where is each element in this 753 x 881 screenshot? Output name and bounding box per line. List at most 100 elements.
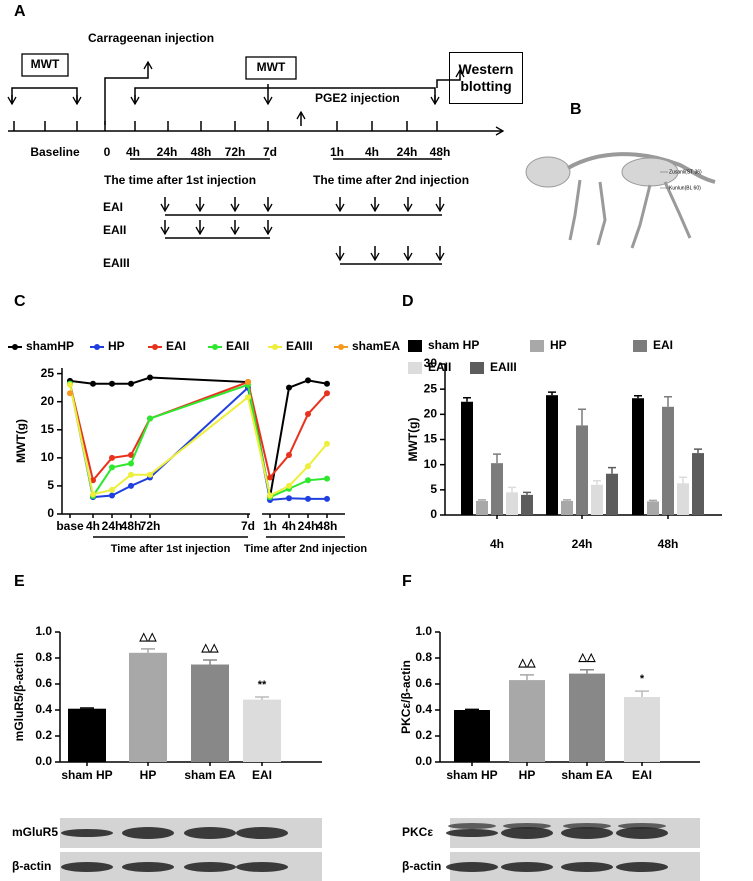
error-bar bbox=[255, 696, 269, 700]
line bbox=[69, 380, 328, 483]
legend-label: EAIII bbox=[490, 360, 517, 374]
legend-label: EAII bbox=[226, 339, 249, 353]
error-bar bbox=[463, 396, 471, 402]
bar bbox=[476, 500, 488, 515]
blot-label: β-actin bbox=[12, 859, 51, 873]
blot-band bbox=[122, 827, 174, 839]
point bbox=[267, 474, 273, 481]
bar bbox=[521, 494, 533, 515]
x-group-label: Time after 1st injection bbox=[111, 543, 231, 555]
point bbox=[128, 380, 134, 387]
timeline-label: 7d bbox=[263, 145, 277, 159]
point bbox=[147, 415, 153, 422]
point bbox=[67, 390, 73, 397]
legend-label: EAIII bbox=[286, 339, 313, 353]
bar bbox=[677, 483, 689, 515]
x-tick-label: 24h bbox=[572, 537, 593, 551]
bar bbox=[692, 453, 704, 515]
legend-label: EAI bbox=[653, 338, 673, 352]
bar bbox=[491, 463, 503, 515]
timeline-label: 4h bbox=[365, 145, 379, 159]
y-tick-label: 25 bbox=[424, 381, 438, 395]
error-bar bbox=[694, 448, 702, 454]
timeline-label: 24h bbox=[157, 145, 178, 159]
error-bar bbox=[608, 466, 616, 474]
bar bbox=[454, 710, 490, 762]
x-tick-label: HP bbox=[140, 768, 157, 782]
blot-band bbox=[501, 862, 553, 872]
error-bar bbox=[563, 499, 571, 501]
legend-marker bbox=[338, 344, 344, 350]
y-tick-label: 0.0 bbox=[415, 754, 432, 768]
y-axis-label: mGluR5/β-actin bbox=[12, 653, 26, 742]
y-tick-label: 5 bbox=[47, 478, 54, 492]
box-label: Western blotting bbox=[449, 52, 523, 104]
blot-band bbox=[561, 827, 613, 839]
y-tick-label: 1.0 bbox=[415, 624, 432, 638]
bar bbox=[191, 664, 229, 762]
box bbox=[21, 53, 69, 77]
bar bbox=[606, 473, 618, 515]
point bbox=[90, 477, 96, 484]
error-bar bbox=[478, 499, 486, 501]
point bbox=[324, 440, 330, 447]
bar bbox=[509, 680, 545, 762]
error-bar bbox=[580, 668, 594, 674]
timeline-label: 1h bbox=[330, 145, 344, 159]
error-bar bbox=[679, 476, 687, 484]
panel-label: C bbox=[14, 293, 26, 310]
point bbox=[245, 379, 251, 386]
blot-band bbox=[61, 829, 113, 837]
point bbox=[109, 380, 115, 387]
x-tick-label: 4h bbox=[282, 519, 296, 533]
legend-label: EAII bbox=[428, 360, 451, 374]
box bbox=[245, 56, 297, 80]
point bbox=[305, 463, 311, 470]
group-label: EAI bbox=[103, 200, 123, 214]
legend-marker bbox=[212, 344, 218, 350]
y-tick-label: 30 bbox=[424, 356, 438, 370]
error-bar bbox=[635, 690, 649, 697]
timeline-label: 48h bbox=[430, 145, 451, 159]
point bbox=[90, 491, 96, 498]
y-tick-label: 0.6 bbox=[415, 676, 432, 690]
blot-band bbox=[503, 823, 551, 829]
y-tick-label: 15 bbox=[424, 432, 438, 446]
x-tick-label: sham EA bbox=[184, 768, 236, 782]
bar bbox=[546, 395, 558, 515]
blot-band bbox=[184, 827, 236, 839]
point bbox=[286, 384, 292, 391]
point bbox=[305, 377, 311, 384]
point bbox=[109, 486, 115, 493]
point bbox=[90, 380, 96, 387]
blot-band bbox=[446, 862, 498, 872]
x-tick-label: EAI bbox=[632, 768, 652, 782]
bar bbox=[632, 398, 644, 515]
error-bar bbox=[578, 408, 586, 426]
rat-skeleton-image bbox=[525, 152, 716, 249]
y-tick-label: 10 bbox=[41, 450, 55, 464]
legend-marker bbox=[12, 344, 18, 350]
legend-marker bbox=[152, 344, 158, 350]
legend-marker bbox=[272, 344, 278, 350]
legend-label: sham HP bbox=[428, 338, 479, 352]
y-tick-label: 0 bbox=[47, 506, 54, 520]
panel-label: F bbox=[402, 573, 412, 590]
bracket bbox=[11, 87, 78, 104]
point bbox=[147, 471, 153, 478]
arrow bbox=[436, 68, 465, 88]
point bbox=[109, 454, 115, 461]
panel-label: B bbox=[570, 101, 582, 118]
blot-band bbox=[616, 862, 668, 872]
panel-label: E bbox=[14, 573, 25, 590]
x-tick-label: 4h bbox=[490, 537, 504, 551]
x-tick-label: EAI bbox=[252, 768, 272, 782]
legend-swatch bbox=[470, 362, 484, 374]
error-bar bbox=[508, 486, 516, 493]
bar bbox=[662, 406, 674, 515]
annotation: ** bbox=[258, 679, 267, 691]
y-tick-label: 0.4 bbox=[35, 702, 52, 716]
point bbox=[305, 495, 311, 502]
x-tick-label: 4h bbox=[86, 519, 100, 533]
point bbox=[324, 390, 330, 397]
